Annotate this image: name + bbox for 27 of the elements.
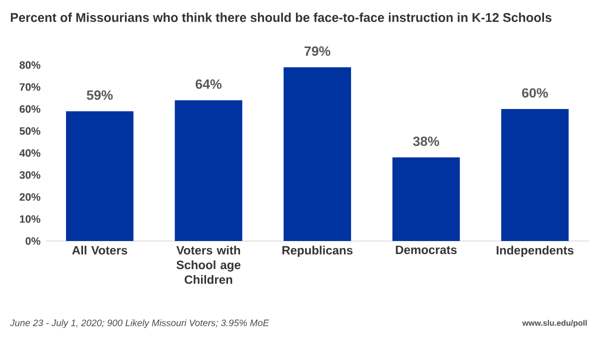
y-tick-label: 40% — [19, 149, 40, 157]
y-tick-label: 80% — [20, 61, 40, 69]
chart-title: Percent of Missourians who think there should be face-to-face instruction in K-12 Schools — [10, 12, 552, 22]
x-tick-label: Republicans — [282, 246, 353, 257]
y-tick-label: 30% — [20, 171, 40, 179]
y-tick-label: 60% — [20, 105, 40, 113]
data-label: 59% — [86, 90, 113, 100]
y-tick-label: 0% — [26, 237, 40, 245]
y-tick-label: 50% — [20, 127, 40, 135]
bar — [66, 111, 134, 241]
text: www.slu.edu/poll — [522, 320, 587, 328]
x-tick-label: All Voters — [72, 246, 128, 255]
y-tick-label: 10% — [20, 215, 40, 223]
x-tick-label: Voters with School age Children — [176, 246, 240, 284]
y-tick-label: 20% — [20, 193, 40, 201]
x-tick-label: Democrats — [396, 246, 457, 254]
data-label: 60% — [522, 88, 548, 98]
x-tick-label: Independents — [496, 246, 574, 257]
bar — [392, 157, 460, 241]
bar — [501, 109, 569, 241]
data-label: 79% — [304, 46, 330, 56]
data-label: 64% — [196, 79, 222, 89]
text: June 23 - July 1, 2020; 900 Likely Missouri Voters; 3.95% MoE — [10, 319, 270, 328]
data-label: 38% — [413, 136, 440, 146]
bar — [174, 100, 242, 241]
y-tick-label: 70% — [20, 83, 40, 91]
bar — [284, 67, 352, 241]
